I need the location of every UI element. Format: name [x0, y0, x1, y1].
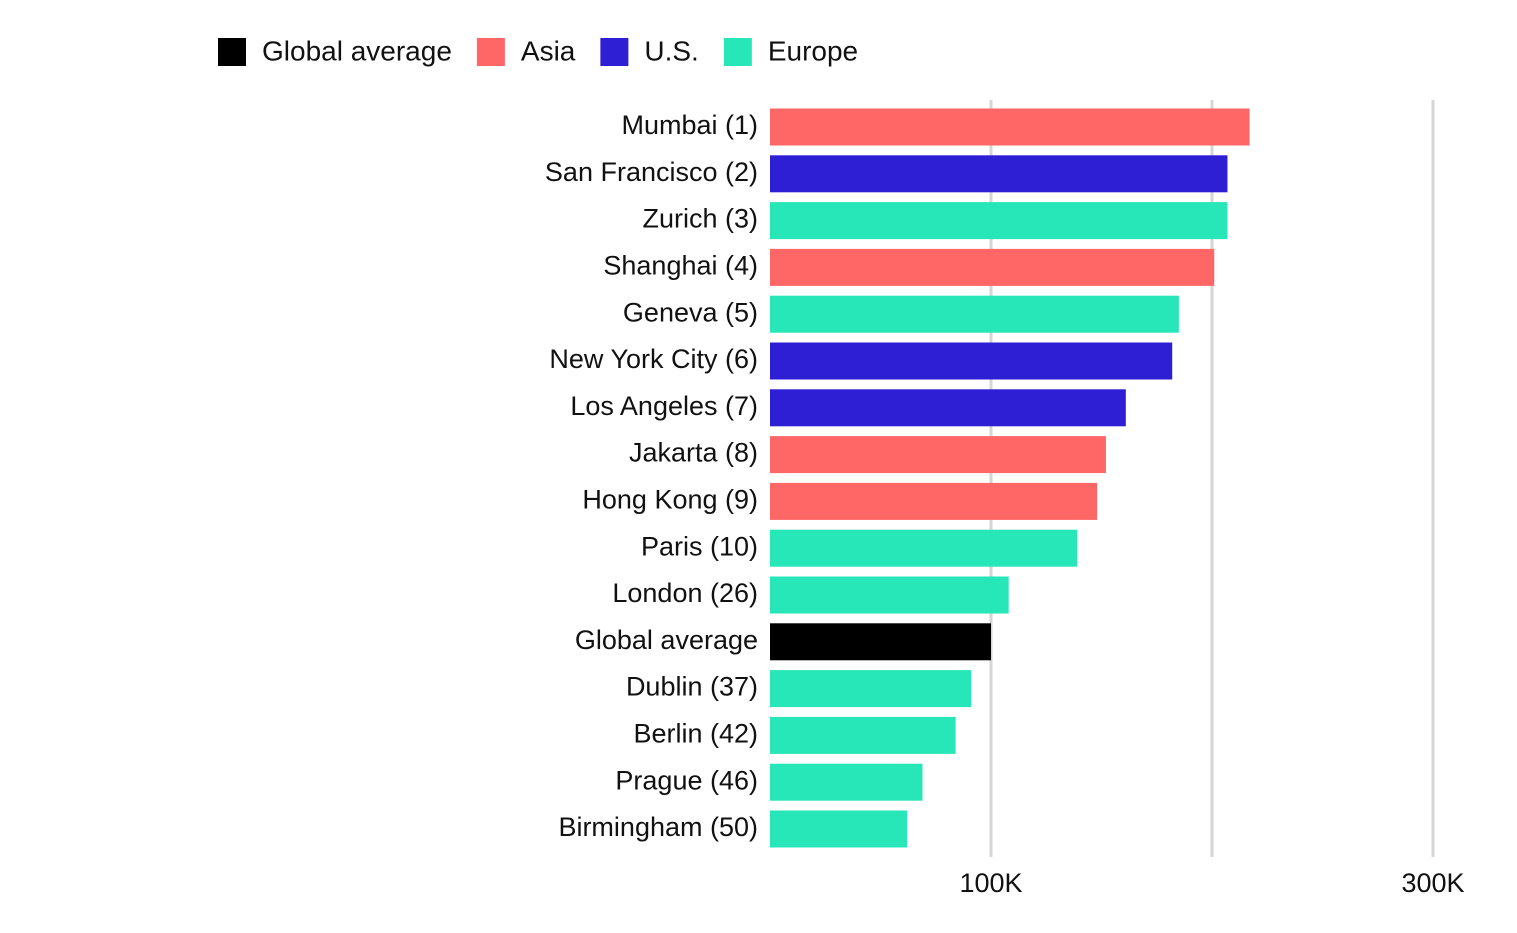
bar: [770, 202, 1228, 240]
y-tick-label: Mumbai (1): [621, 110, 758, 140]
y-tick-label: Prague (46): [615, 765, 758, 795]
y-tick-label: Los Angeles (7): [570, 391, 758, 421]
bar: [770, 482, 1098, 520]
y-tick-label: Jakarta (8): [629, 438, 758, 468]
bar: [770, 248, 1215, 286]
y-tick-label: Hong Kong (9): [582, 485, 758, 515]
legend-swatch: [723, 38, 752, 66]
y-tick-label: Paris (10): [641, 531, 758, 561]
legend-label: Europe: [768, 35, 858, 66]
legend-label: Asia: [521, 35, 576, 66]
bar: [770, 623, 991, 661]
bar: [770, 342, 1173, 380]
y-tick-label: Geneva (5): [623, 297, 758, 327]
y-tick-label: Zurich (3): [642, 204, 758, 234]
bar: [770, 295, 1179, 333]
bar: [770, 389, 1126, 427]
y-tick-label: London (26): [612, 578, 758, 608]
bar: [770, 576, 1009, 614]
y-tick-label: Shanghai (4): [603, 251, 758, 281]
x-tick-label: 100K: [959, 868, 1022, 898]
y-tick-label: Dublin (37): [626, 672, 758, 702]
y-tick-label: New York City (6): [549, 344, 758, 374]
legend-label: U.S.: [644, 35, 698, 66]
y-tick-label: Birmingham (50): [558, 812, 758, 842]
legend-label: Global average: [262, 35, 452, 66]
bar: [770, 529, 1078, 567]
bar: [770, 763, 923, 801]
y-tick-label: Global average: [575, 625, 758, 655]
bar: [770, 810, 908, 848]
legend-swatch: [600, 38, 629, 66]
bar: [770, 670, 972, 708]
bar: [770, 155, 1228, 193]
y-tick-label: San Francisco (2): [545, 157, 758, 187]
y-tick-label: Berlin (42): [633, 719, 758, 749]
x-tick-label: 300K: [1401, 868, 1464, 898]
legend-swatch: [476, 38, 505, 66]
bar: [770, 436, 1106, 474]
bar: [770, 108, 1250, 146]
legend-swatch: [218, 38, 246, 66]
bar: [770, 716, 956, 754]
